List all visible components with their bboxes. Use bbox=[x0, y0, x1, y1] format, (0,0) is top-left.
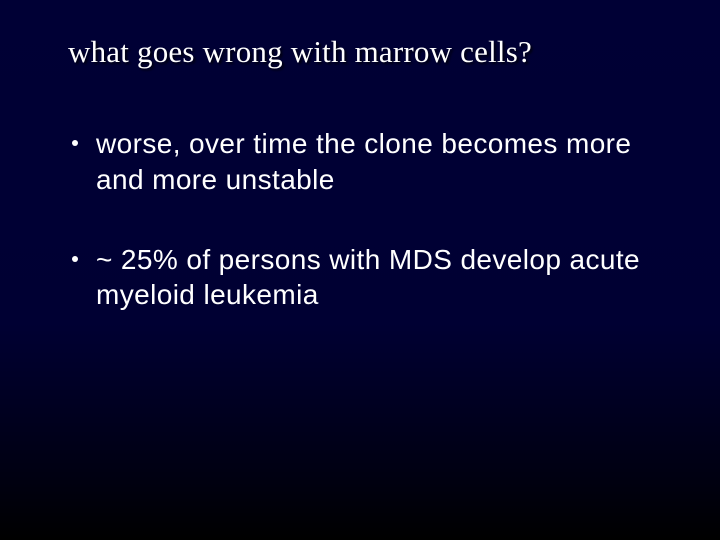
slide-title: what goes wrong with marrow cells? bbox=[68, 34, 532, 70]
bullet-icon bbox=[72, 256, 78, 262]
slide-body: worse, over time the clone becomes more … bbox=[72, 126, 660, 357]
list-item: ~ 25% of persons with MDS develop acute … bbox=[72, 242, 660, 314]
bullet-icon bbox=[72, 140, 78, 146]
bullet-text: ~ 25% of persons with MDS develop acute … bbox=[96, 242, 660, 314]
slide: what goes wrong with marrow cells? worse… bbox=[0, 0, 720, 540]
bullet-text: worse, over time the clone becomes more … bbox=[96, 126, 660, 198]
list-item: worse, over time the clone becomes more … bbox=[72, 126, 660, 198]
